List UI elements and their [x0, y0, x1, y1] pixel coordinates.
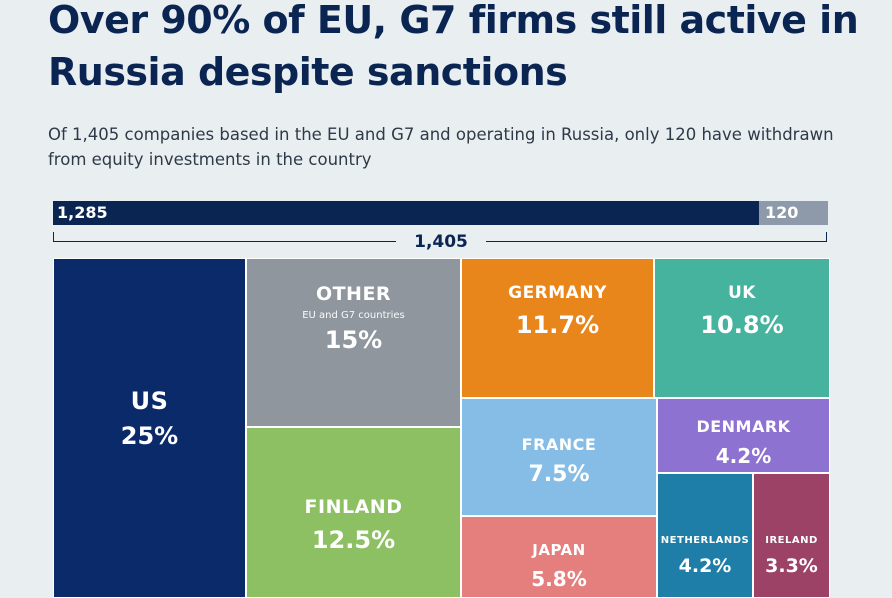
chart-subtitle: Of 1,405 companies based in the EU and G… [48, 125, 834, 169]
treemap-value-uk: 10.8% [700, 311, 784, 339]
treemap-label-france: FRANCE [521, 435, 597, 454]
bar-segment-withdrawn: 120 [759, 201, 828, 225]
treemap-label-japan: JAPAN [532, 541, 586, 559]
treemap-value-netherlands: 4.2% [678, 555, 732, 577]
treemap-value-denmark: 4.2% [715, 444, 772, 468]
treemap-label-germany: GERMANY [508, 283, 607, 303]
treemap-cell-france: FRANCE 7.5% [461, 398, 657, 516]
summary-stacked-bar: 1,285 120 [53, 201, 828, 225]
treemap-cell-other: OTHER EU and G7 countries 15% [246, 258, 461, 427]
treemap-cell-us: US 25% [53, 258, 246, 598]
treemap-label-uk: UK [728, 283, 756, 303]
chart-title: Over 90% of EU, G7 firms still active in… [48, 0, 859, 94]
treemap-cell-germany: GERMANY 11.7% [461, 258, 654, 398]
treemap-cell-ireland: IRELAND 3.3% [753, 473, 830, 598]
treemap-label-finland: FINLAND [304, 496, 403, 518]
treemap-cell-japan: JAPAN 5.8% [461, 516, 657, 598]
treemap-value-us: 25% [120, 422, 179, 450]
country-treemap: US 25% OTHER EU and G7 countries 15% FINLAND 1… [53, 258, 830, 598]
treemap-value-france: 7.5% [528, 462, 590, 487]
treemap-value-other: 15% [324, 326, 383, 354]
total-label: 1,405 [396, 230, 486, 254]
treemap-label-us: US [130, 387, 169, 415]
treemap-label-other: OTHER [315, 283, 392, 305]
treemap-value-ireland: 3.3% [765, 555, 818, 577]
bar-segment-still-active: 1,285 [53, 201, 759, 225]
treemap-label-ireland: IRELAND [765, 535, 818, 546]
treemap-cell-netherlands: NETHERLANDS 4.2% [657, 473, 753, 598]
treemap-label-denmark: DENMARK [696, 417, 791, 436]
treemap-value-finland: 12.5% [311, 526, 396, 554]
treemap-cell-finland: FINLAND 12.5% [246, 427, 461, 598]
treemap-cell-denmark: DENMARK 4.2% [657, 398, 830, 473]
treemap-label-netherlands: NETHERLANDS [660, 535, 750, 546]
treemap-note-other: EU and G7 countries [302, 310, 405, 321]
treemap-value-japan: 5.8% [531, 567, 587, 591]
treemap-cell-uk: UK 10.8% [654, 258, 830, 398]
treemap-value-germany: 11.7% [515, 311, 600, 339]
